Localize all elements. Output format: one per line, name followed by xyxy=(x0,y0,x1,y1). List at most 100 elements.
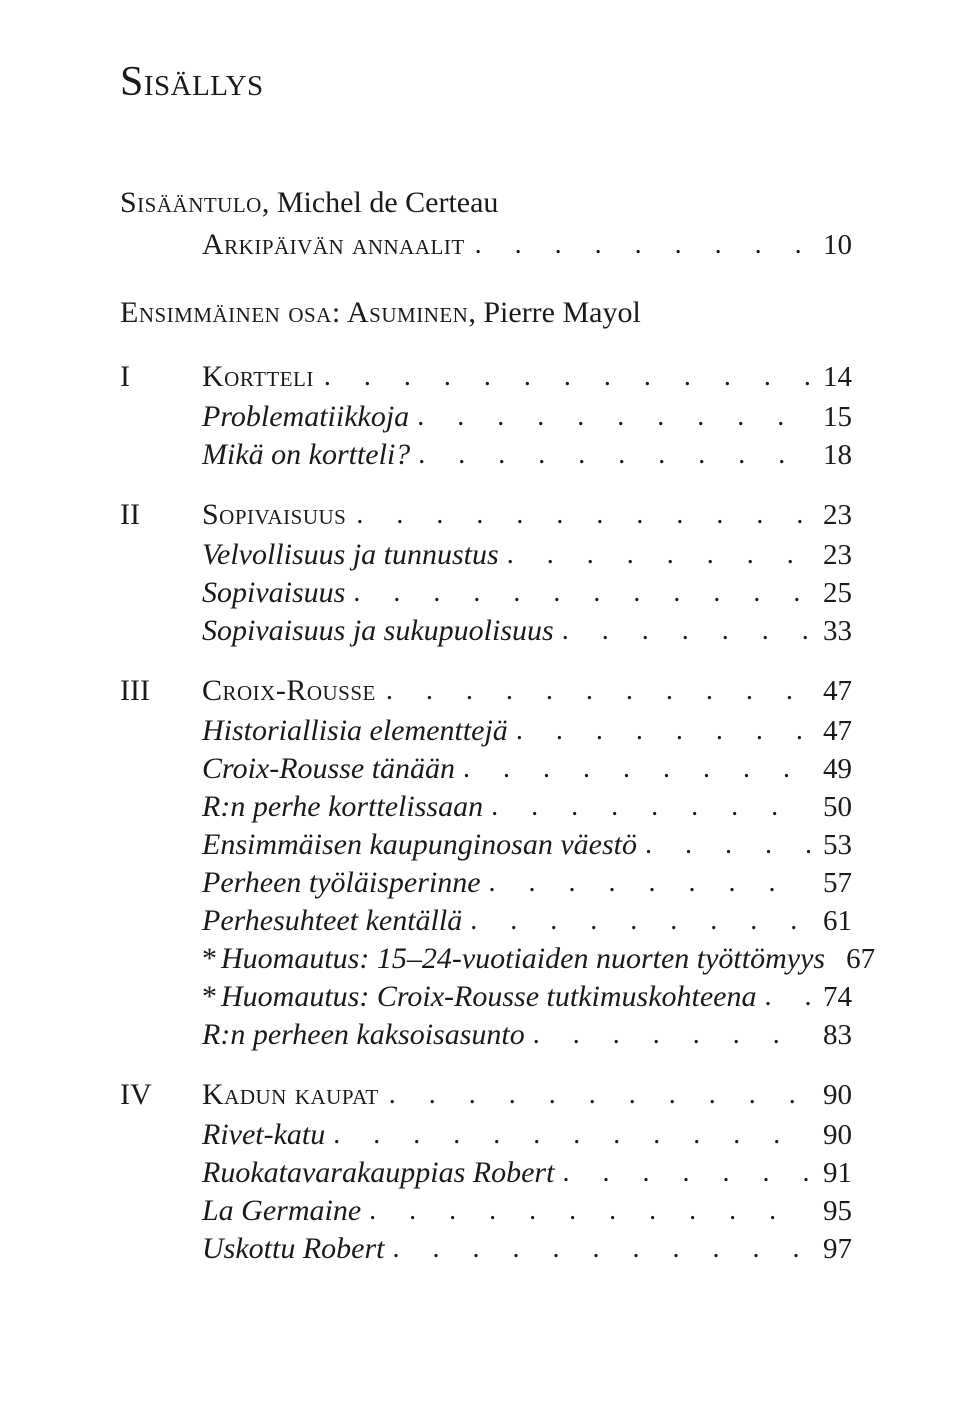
sub-page: 67 xyxy=(833,943,875,976)
sub-label-text: Sopivaisuus xyxy=(202,576,345,609)
sub-label: Velvollisuus ja tunnustus xyxy=(202,538,507,572)
sub-label: Perhesuhteet kentällä xyxy=(202,904,470,938)
leader-dots xyxy=(418,439,810,471)
chapter-block: IKortteli 14 Problematiikkoja 15 Mikä on kor… xyxy=(120,360,852,472)
sub-label-text: R:n perhe korttelissaan xyxy=(202,790,483,823)
sub-row: R:n perhe korttelissaan 50 xyxy=(202,790,852,824)
leader-dots xyxy=(386,675,810,707)
chapter-page: 14 xyxy=(810,361,852,394)
leader-dots xyxy=(489,867,810,899)
part-sc: Ensimmäinen osa: Asuminen xyxy=(120,296,468,329)
sub-row: La Germaine 95 xyxy=(202,1194,852,1228)
sub-label-text: Perheen työläisperinne xyxy=(202,866,481,899)
leader-dots xyxy=(516,715,810,747)
sub-label: *Huomautus: Croix-Rousse tutkimuskohteen… xyxy=(202,980,764,1014)
sub-page: 74 xyxy=(810,981,852,1014)
chapter-title: Kadun kaupat xyxy=(202,1078,389,1112)
page-title: Sisällys xyxy=(120,58,852,106)
chapter-block: IIICroix-Rousse47Historiallisia elementt… xyxy=(120,674,852,1052)
chapter-block: IVKadun kaupat 90 Rivet-katu 90 Ruokatavarak… xyxy=(120,1078,852,1266)
part-heading: Ensimmäinen osa: Asuminen, Pierre Mayol xyxy=(120,296,852,330)
sub-label-text: Huomautus: 15–24-vuotiaiden nuorten työt… xyxy=(221,942,825,975)
leader-dots xyxy=(389,1079,810,1111)
leader-dots xyxy=(353,577,810,609)
chapter-page: 23 xyxy=(810,499,852,532)
sub-page: 49 xyxy=(810,753,852,786)
sub-page: 23 xyxy=(810,539,852,572)
sub-row: R:n perheen kaksoisasunto83 xyxy=(202,1018,852,1052)
leader-dots xyxy=(463,753,810,785)
sub-page: 97 xyxy=(810,1233,852,1266)
sub-row: Sopivaisuus 25 xyxy=(202,576,852,610)
sub-label-text: Perhesuhteet kentällä xyxy=(202,904,462,937)
sub-row: Sopivaisuus ja sukupuolisuus33 xyxy=(202,614,852,648)
leader-dots xyxy=(324,361,810,393)
sub-label: Uskottu Robert xyxy=(202,1232,392,1266)
leader-dots xyxy=(562,615,810,647)
leader-dots xyxy=(470,905,810,937)
sub-page: 18 xyxy=(810,439,852,472)
sub-page: 25 xyxy=(810,577,852,610)
sub-label-text: Croix-Rousse tänään xyxy=(202,752,455,785)
sub-page: 47 xyxy=(810,715,852,748)
sub-label-text: Ensimmäisen kaupunginosan väestö xyxy=(202,828,637,861)
sub-label: R:n perheen kaksoisasunto xyxy=(202,1018,533,1052)
sub-label-text: Velvollisuus ja tunnustus xyxy=(202,538,499,571)
chapter-title: Sopivaisuus xyxy=(202,498,356,532)
toc-page: Sisällys Sisääntulo, Michel de Certeau A… xyxy=(0,0,960,1352)
sub-row: Croix-Rousse tänään 49 xyxy=(202,752,852,786)
sub-page: 50 xyxy=(810,791,852,824)
chapter-roman: III xyxy=(120,674,202,708)
sub-page: 33 xyxy=(810,615,852,648)
sub-label-text: Historiallisia elementtejä xyxy=(202,714,508,747)
footnote-star: * xyxy=(202,980,221,1013)
sub-label: Perheen työläisperinne xyxy=(202,866,489,900)
sub-row: *Huomautus: Croix-Rousse tutkimuskohteen… xyxy=(202,980,852,1014)
sub-row: Mikä on kortteli? 18 xyxy=(202,438,852,472)
leader-dots xyxy=(645,829,810,861)
chapter-roman: I xyxy=(120,360,202,394)
sub-label-text: Huomautus: Croix-Rousse tutkimuskohteena xyxy=(221,980,756,1013)
sub-label: Ruokatavarakauppias Robert xyxy=(202,1156,562,1190)
sub-row: Rivet-katu 90 xyxy=(202,1118,852,1152)
sub-row: *Huomautus: 15–24-vuotiaiden nuorten työ… xyxy=(202,942,852,976)
sub-page: 15 xyxy=(810,401,852,434)
sub-label-text: Uskottu Robert xyxy=(202,1232,384,1265)
sub-page: 95 xyxy=(810,1195,852,1228)
chapter-title: Kortteli xyxy=(202,360,324,394)
chapter-row: IKortteli 14 xyxy=(120,360,852,394)
sub-row: Ruokatavarakauppias Robert91 xyxy=(202,1156,852,1190)
leader-dots xyxy=(417,401,810,433)
part-rest: , Pierre Mayol xyxy=(468,296,640,329)
sub-row: Ensimmäisen kaupunginosan väestö 53 xyxy=(202,828,852,862)
intro-author-line: Sisääntulo, Michel de Certeau xyxy=(120,186,852,220)
sub-label: Ensimmäisen kaupunginosan väestö xyxy=(202,828,645,862)
chapter-row: IISopivaisuus 23 xyxy=(120,498,852,532)
leader-dots xyxy=(533,1019,810,1051)
sub-row: Perhesuhteet kentällä61 xyxy=(202,904,852,938)
chapter-block: IISopivaisuus23Velvollisuus ja tunnustus… xyxy=(120,498,852,648)
annaalit-row: Arkipäivän annaalit 10 xyxy=(202,228,852,262)
sub-page: 53 xyxy=(810,829,852,862)
sub-page: 90 xyxy=(810,1119,852,1152)
sub-label: La Germaine xyxy=(202,1194,369,1228)
intro-author-sc: Sisääntulo xyxy=(120,186,262,219)
sub-label: Problematiikkoja xyxy=(202,400,417,434)
leader-dots xyxy=(333,1119,810,1151)
leader-dots xyxy=(562,1157,810,1189)
leader-dots xyxy=(475,229,810,261)
sub-label: Mikä on kortteli? xyxy=(202,438,418,472)
leader-dots xyxy=(392,1233,810,1265)
chapter-row: IVKadun kaupat 90 xyxy=(120,1078,852,1112)
chapter-roman: IV xyxy=(120,1078,202,1112)
chapters-container: IKortteli 14 Problematiikkoja 15 Mikä on kor… xyxy=(120,360,852,1266)
leader-dots xyxy=(764,981,810,1013)
sub-label-text: Problematiikkoja xyxy=(202,400,409,433)
sub-label-text: Rivet-katu xyxy=(202,1118,325,1151)
sub-label: R:n perhe korttelissaan xyxy=(202,790,491,824)
chapter-roman: II xyxy=(120,498,202,532)
chapter-page: 90 xyxy=(810,1079,852,1112)
sub-row: Perheen työläisperinne57 xyxy=(202,866,852,900)
sub-label-text: La Germaine xyxy=(202,1194,361,1227)
sub-label-text: Mikä on kortteli? xyxy=(202,438,410,471)
